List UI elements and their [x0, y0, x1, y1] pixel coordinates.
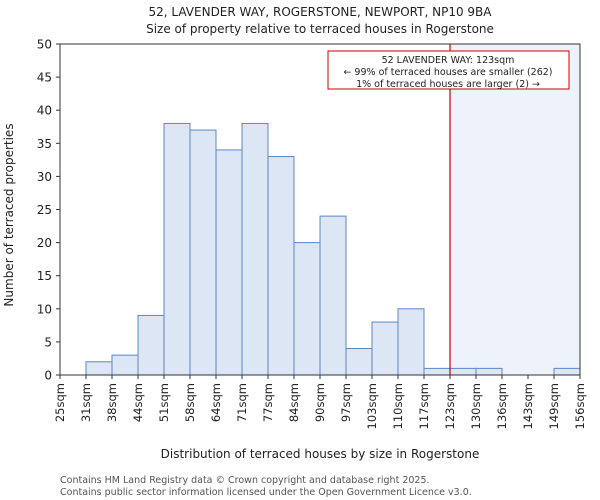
chart-title-line1: 52, LAVENDER WAY, ROGERSTONE, NEWPORT, N… — [149, 5, 493, 19]
y-tick-label: 15 — [37, 269, 52, 283]
y-tick-label: 40 — [37, 104, 52, 118]
annotation-box: 52 LAVENDER WAY: 123sqm ← 99% of terrace… — [327, 50, 570, 90]
y-tick-label: 35 — [37, 137, 52, 151]
x-tick-label: 103sqm — [365, 383, 379, 429]
x-tick-label: 71sqm — [235, 383, 249, 422]
bar-103sqm — [371, 321, 399, 376]
x-tick-label: 123sqm — [443, 383, 457, 429]
bar-90sqm — [319, 215, 347, 376]
bar-117sqm — [423, 367, 451, 376]
x-tick-label: 44sqm — [131, 383, 145, 422]
bar-58sqm — [189, 129, 217, 376]
x-tick-label: 38sqm — [105, 383, 119, 422]
x-tick-label: 130sqm — [469, 383, 483, 429]
y-tick-label: 20 — [37, 236, 52, 250]
annotation-line2: ← 99% of terraced houses are smaller (26… — [343, 67, 552, 78]
bar-123sqm — [449, 367, 477, 376]
bar-130sqm — [475, 367, 503, 376]
x-tick-label: 58sqm — [183, 383, 197, 422]
x-tick-label: 64sqm — [209, 383, 223, 422]
chart-title-line2: Size of property relative to terraced ho… — [146, 22, 494, 36]
larger-region-highlight — [450, 44, 580, 375]
y-tick-label: 10 — [37, 302, 52, 316]
bars-group — [85, 122, 581, 376]
x-tick-label: 84sqm — [287, 383, 301, 422]
footer-line2: Contains public sector information licen… — [60, 487, 472, 498]
x-tick-label: 143sqm — [521, 383, 535, 429]
x-tick-label: 149sqm — [547, 383, 561, 429]
y-axis-ticks: 0 5 10 15 20 25 30 35 40 45 50 — [37, 38, 60, 383]
x-axis-ticks: 25sqm 31sqm 38sqm 44sqm 51sqm 58sqm 64sqm 71sqm… — [53, 375, 587, 429]
annotation-border — [327, 50, 570, 90]
bar-51sqm — [163, 122, 191, 376]
x-tick-label: 110sqm — [391, 383, 405, 429]
y-tick-label: 5 — [44, 335, 52, 349]
x-tick-label: 31sqm — [79, 383, 93, 422]
x-tick-label: 156sqm — [573, 383, 587, 429]
x-tick-label: 77sqm — [261, 383, 275, 422]
x-tick-label: 90sqm — [313, 383, 327, 422]
bar-97sqm — [345, 348, 373, 376]
footer-line1: Contains HM Land Registry data © Crown c… — [60, 475, 430, 486]
bar-149sqm — [553, 367, 581, 376]
y-tick-label: 30 — [37, 170, 52, 184]
x-tick-label: 25sqm — [53, 383, 67, 422]
x-tick-label: 136sqm — [495, 383, 509, 429]
bar-71sqm — [241, 122, 269, 376]
annotation-line1: 52 LAVENDER WAY: 123sqm — [382, 55, 515, 66]
y-tick-label: 25 — [37, 203, 52, 217]
bar-110sqm — [397, 308, 425, 376]
bar-44sqm — [137, 314, 165, 376]
y-tick-label: 45 — [37, 71, 52, 85]
bar-84sqm — [293, 242, 321, 376]
y-tick-label: 0 — [44, 369, 52, 383]
x-axis-label: Distribution of terraced houses by size … — [161, 447, 480, 461]
x-tick-label: 117sqm — [417, 383, 431, 429]
y-tick-label: 50 — [37, 38, 52, 52]
x-tick-label: 51sqm — [157, 383, 171, 422]
bar-64sqm — [215, 149, 243, 376]
y-axis-label: Number of terraced properties — [2, 123, 16, 306]
bar-38sqm — [111, 354, 139, 376]
annotation-line3: 1% of terraced houses are larger (2) → — [356, 79, 540, 90]
bar-31sqm — [85, 361, 113, 376]
x-tick-label: 97sqm — [339, 383, 353, 422]
bar-77sqm — [267, 156, 295, 376]
